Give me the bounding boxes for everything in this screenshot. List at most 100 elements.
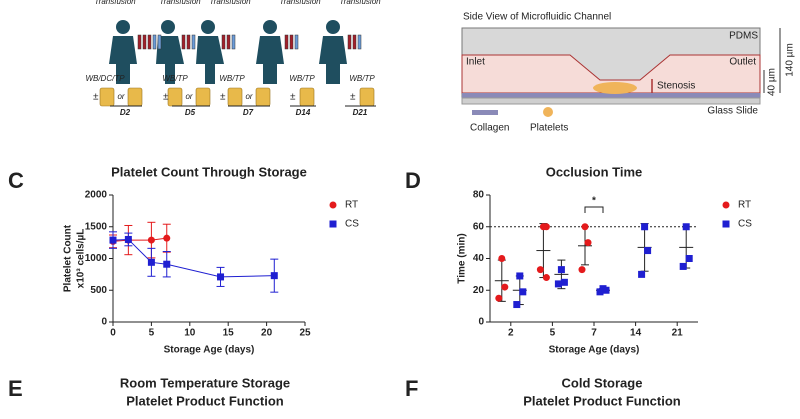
y-tick-label: 0: [101, 317, 107, 328]
y-tick-label: 0: [478, 317, 484, 328]
plus-minus: ±: [290, 92, 296, 103]
marker: [109, 236, 117, 244]
stenosis-label: Stenosis: [657, 81, 695, 92]
product-label: WB/TP: [162, 74, 188, 83]
x-axis-label: Storage Age (days): [549, 345, 640, 356]
plus-minus: ±: [93, 92, 99, 103]
y-tick-label: 500: [90, 285, 107, 296]
collagen-layer: [462, 93, 760, 98]
marker: [513, 301, 521, 309]
significance-bracket: [584, 206, 604, 213]
pdms-label: PDMS: [729, 31, 758, 42]
product-label: WB/DC/TP: [85, 74, 125, 83]
y-axis-label: Platelet Count: [63, 224, 74, 292]
product-label: WB/TP: [289, 74, 315, 83]
marker: [682, 223, 690, 231]
panel-label: E: [8, 376, 23, 401]
annotation: *: [592, 196, 596, 207]
x-tick-label: 25: [299, 328, 311, 339]
marker: [147, 236, 155, 244]
x-tick-label: 21: [672, 328, 684, 339]
product-label: WB/TP: [219, 74, 245, 83]
legend-marker: [329, 220, 337, 228]
marker: [147, 258, 155, 266]
blood-bags: [99, 87, 375, 107]
transfusion-label: Transfusion: [159, 0, 201, 6]
y-axis-label: x10³ cells/µL: [76, 229, 87, 289]
panel-label: C: [8, 168, 24, 193]
day-label: D14: [296, 108, 311, 117]
transfusion-label: Transfusion: [279, 0, 321, 6]
marker: [560, 278, 568, 286]
height-small: 40 µm: [767, 68, 778, 96]
legend-label: RT: [738, 200, 751, 211]
marker: [578, 266, 586, 274]
x-tick-label: 5: [149, 328, 155, 339]
legend-label: CS: [345, 219, 359, 230]
plus-minus: ±: [163, 92, 169, 103]
day-label: D2: [120, 108, 131, 117]
marker: [641, 223, 649, 231]
day-label: D21: [353, 108, 368, 117]
marker: [163, 234, 171, 242]
marker: [542, 274, 550, 282]
marker: [536, 266, 544, 274]
product-label: WB/TP: [349, 74, 375, 83]
platelet-icon: [543, 107, 553, 117]
y-tick-label: 80: [473, 190, 485, 201]
x-tick-label: 0: [110, 328, 116, 339]
marker: [498, 255, 506, 262]
collagen-icon: [472, 110, 498, 115]
x-tick-label: 10: [184, 328, 196, 339]
legend-marker: [722, 220, 730, 228]
marker: [270, 272, 278, 280]
x-tick-label: 14: [630, 328, 642, 339]
legend-platelets: Platelets: [530, 123, 568, 134]
series: [109, 231, 279, 293]
marker: [124, 235, 132, 243]
plus-minus: ±: [220, 92, 226, 103]
glass-label: Glass Slide: [707, 106, 758, 117]
transfusion-label: Transfusion: [339, 0, 381, 6]
day-label: D5: [185, 108, 196, 117]
panel-title: Room Temperature Storage: [120, 375, 290, 390]
marker: [584, 239, 592, 247]
channel-title: Side View of Microfluidic Channel: [463, 12, 611, 23]
marker: [638, 270, 646, 278]
transfusion-label: Transfusion: [209, 0, 251, 6]
panel-label: D: [405, 168, 421, 193]
or-label: or: [245, 92, 252, 101]
marker: [501, 283, 509, 291]
marker: [542, 223, 550, 231]
y-tick-label: 60: [473, 221, 485, 232]
marker: [516, 272, 524, 280]
tubes: [137, 34, 362, 50]
marker: [679, 262, 687, 270]
marker: [581, 223, 589, 231]
y-tick-label: 2000: [85, 190, 108, 201]
y-tick-label: 40: [473, 253, 485, 264]
plus-minus: ±: [350, 92, 356, 103]
y-tick-label: 20: [473, 285, 485, 296]
legend-collagen: Collagen: [470, 123, 509, 134]
legend-label: CS: [738, 219, 752, 230]
chart-title: Occlusion Time: [546, 164, 643, 179]
or-label: or: [185, 92, 192, 101]
series: [512, 223, 694, 309]
line: [112, 238, 275, 278]
transfusion-label: Transfusion: [94, 0, 136, 6]
series: [494, 223, 592, 302]
marker: [557, 266, 565, 274]
outlet-label: Outlet: [729, 57, 756, 68]
platelet-aggregate: [593, 82, 637, 94]
panel-title: Platelet Product Function: [126, 393, 284, 408]
inlet-label: Inlet: [466, 57, 485, 68]
x-tick-label: 20: [261, 328, 273, 339]
y-axis-label: Time (min): [457, 233, 468, 283]
x-tick-label: 5: [550, 328, 556, 339]
y-tick-label: 1500: [85, 221, 108, 232]
donor-schematic: [109, 20, 347, 84]
marker: [554, 280, 562, 288]
x-tick-label: 15: [223, 328, 235, 339]
